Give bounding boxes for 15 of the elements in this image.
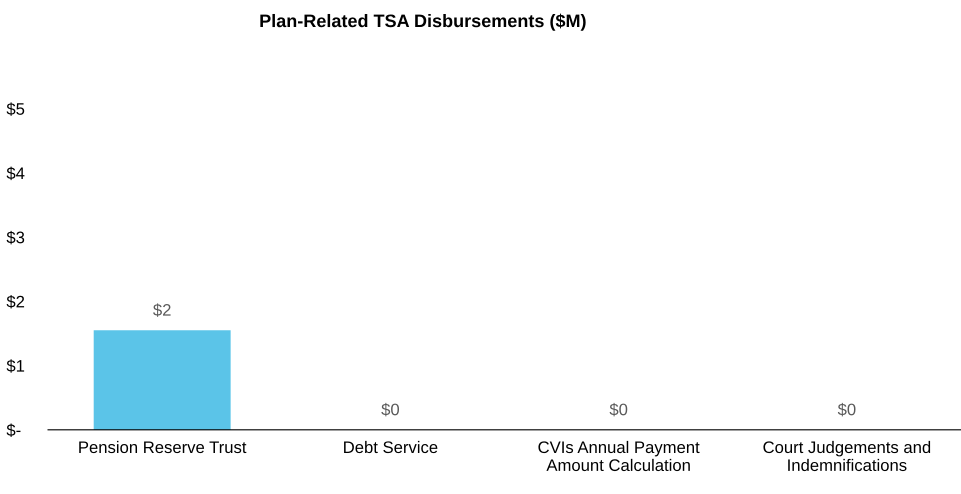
y-tick-label: $5 (6, 102, 24, 116)
data-label: $0 (838, 402, 856, 416)
data-label: $0 (381, 402, 400, 416)
x-tick-label: Debt Service (344, 440, 438, 454)
y-tick-label: $3 (6, 230, 24, 244)
data-label: $2 (153, 303, 171, 317)
x-tick-label: CVIs Annual Payment Amount Calculation (538, 440, 700, 472)
y-tick-label: $4 (6, 166, 24, 180)
data-label: $0 (610, 402, 628, 416)
chart-title: Plan-Related TSA Disbursements ($M) (260, 14, 586, 31)
y-tick-label: $2 (6, 295, 24, 309)
x-tick-label: Pension Reserve Trust (79, 440, 246, 454)
y-tick-label: $1 (6, 359, 24, 373)
y-tick-label: $- (6, 423, 20, 437)
x-tick-label: Court Judgements and Indemnifications (763, 440, 930, 472)
